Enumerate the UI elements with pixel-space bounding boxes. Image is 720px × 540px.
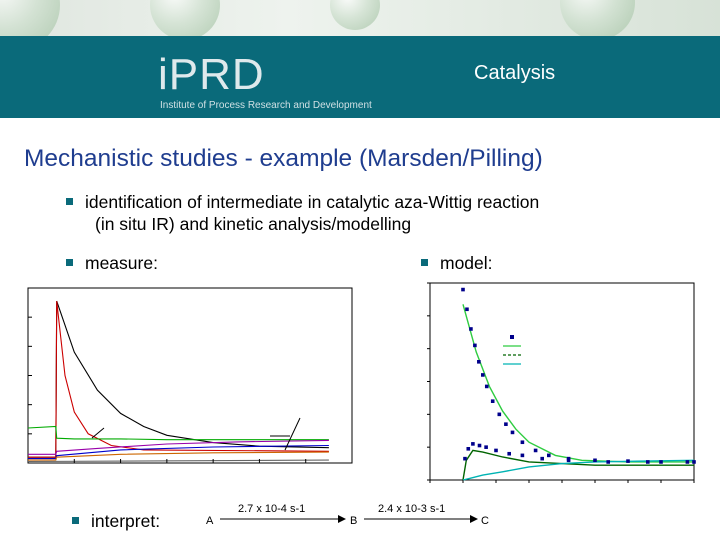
logo: iPRD [158, 50, 265, 99]
series-line-3 [27, 425, 329, 441]
data-point [659, 460, 663, 464]
bullet-marker [421, 258, 428, 266]
bubble-decoration [150, 0, 220, 36]
bullet-text: measure: [85, 253, 158, 273]
bullet-identification: identification of intermediate in cataly… [66, 191, 539, 235]
bullet-text-continued: (in situ IR) and kinetic analysis/modell… [95, 214, 412, 234]
data-point [494, 448, 498, 453]
bullet-text: identification of intermediate in cataly… [85, 192, 540, 212]
data-point [504, 422, 508, 426]
legend-marker [510, 335, 514, 339]
data-point [481, 373, 485, 377]
slide-title: Mechanistic studies - example (Marsden/P… [24, 145, 543, 172]
fit-line-2 [462, 449, 694, 481]
annotation-pointer [284, 417, 301, 451]
series-line-7 [27, 459, 329, 463]
bullet-model: model: [421, 252, 493, 274]
data-point [533, 448, 538, 453]
data-point [566, 458, 571, 463]
data-point [507, 451, 511, 456]
bullet-marker [72, 516, 79, 524]
header-decoration [0, 0, 720, 36]
series-line-5 [28, 444, 329, 460]
data-point [465, 307, 469, 312]
data-point [469, 327, 473, 331]
data-point [484, 384, 489, 389]
data-point [646, 460, 650, 464]
series-line-4 [28, 439, 329, 455]
data-point [497, 412, 502, 417]
data-point [473, 343, 477, 348]
data-point [692, 460, 696, 464]
data-point [626, 459, 630, 463]
bubble-decoration [560, 0, 635, 36]
bubble-decoration [0, 0, 60, 36]
data-point [466, 447, 471, 451]
data-point [463, 456, 467, 461]
bullet-marker [66, 258, 73, 266]
bullet-text: interpret: [91, 511, 161, 531]
data-point [510, 430, 515, 435]
data-point [593, 458, 597, 463]
data-point [461, 287, 465, 292]
fit-line-3 [462, 459, 695, 481]
bullet-text: model: [440, 253, 493, 273]
bullet-measure: measure: [66, 252, 158, 274]
annotation-pointer [91, 427, 105, 439]
bullet-marker [66, 197, 73, 205]
data-point [520, 453, 525, 458]
plot-frame [27, 287, 353, 464]
data-point [477, 360, 481, 364]
section-label: Catalysis [474, 62, 556, 84]
header-banner [0, 36, 720, 118]
bullet-interpret: interpret: [72, 510, 160, 532]
logo-subtitle: Institute of Process Research and Develo… [160, 100, 372, 111]
series-line-6 [28, 451, 329, 461]
data-point [490, 399, 495, 403]
series-line-2 [28, 301, 329, 458]
data-point [685, 460, 690, 464]
data-point [540, 456, 544, 461]
data-point [606, 460, 610, 464]
data-point [520, 440, 525, 445]
data-point [477, 443, 482, 448]
data-point [471, 442, 475, 446]
data-point [484, 445, 488, 449]
data-point [547, 453, 551, 458]
